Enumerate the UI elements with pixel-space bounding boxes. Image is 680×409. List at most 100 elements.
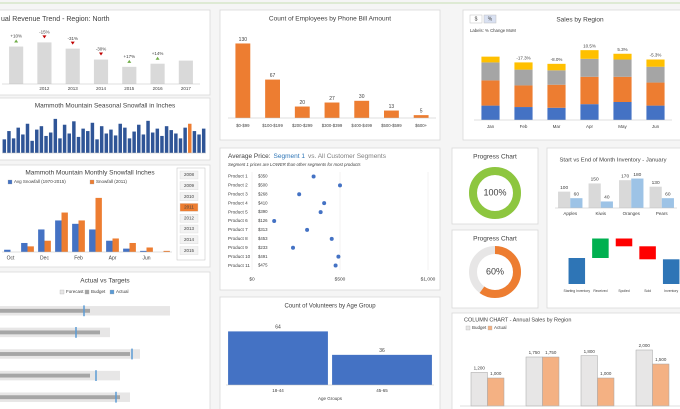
y-tick-label: Product 10	[228, 254, 251, 259]
x-tick-label: 2012	[39, 86, 50, 91]
slicer-label[interactable]: 2014	[184, 237, 195, 242]
bar	[197, 134, 201, 153]
bar	[294, 106, 310, 118]
bar	[137, 124, 141, 153]
bar	[547, 70, 566, 85]
x-tick-label: Sold	[644, 289, 651, 293]
bar	[597, 377, 615, 407]
x-tick-label: Apr	[109, 255, 117, 261]
bar	[580, 50, 599, 59]
budget-bar	[0, 308, 90, 313]
x-tick-label: Mar	[553, 124, 561, 129]
slicer-item[interactable]	[179, 181, 199, 191]
slicer-label[interactable]: 2015	[184, 248, 195, 253]
bar	[646, 66, 665, 83]
bar	[413, 115, 429, 118]
x-tick-label: 2014	[96, 86, 107, 91]
change-arrow	[155, 56, 160, 60]
y-tick-label: Product 6	[228, 218, 248, 223]
control-label[interactable]: $	[475, 16, 478, 22]
legend-swatch	[84, 289, 90, 295]
value-label: 13	[389, 104, 395, 110]
legend-label: Avg Snowfall (1970-2015)	[14, 179, 66, 184]
bar	[481, 105, 500, 120]
slicer-item[interactable]	[179, 203, 199, 212]
chart-title: Mammoth Mountain Seasonal Snowfall in In…	[35, 103, 176, 110]
slicer-label[interactable]: 2011	[184, 205, 194, 210]
top-label: 10.5%	[583, 43, 596, 48]
slicer-item[interactable]	[179, 213, 199, 223]
slicer-item[interactable]	[179, 192, 199, 201]
value-label: 60	[574, 191, 580, 197]
bar	[160, 135, 164, 153]
axis-title: Age Groups	[318, 396, 343, 401]
legend-label: Forecast	[66, 289, 84, 294]
bar	[61, 212, 68, 252]
bar	[600, 201, 613, 208]
value-label: 2,000	[639, 343, 651, 348]
bar	[109, 129, 113, 153]
bar	[649, 186, 662, 208]
slicer-item[interactable]	[179, 170, 199, 180]
change-label: +17%	[123, 54, 135, 59]
bar	[547, 107, 566, 120]
value-label: $453	[258, 236, 268, 241]
panel	[0, 164, 211, 268]
x-tick-label: Spoiled	[618, 289, 629, 293]
slicer-label[interactable]: 2010	[184, 194, 195, 199]
x-tick-label: Oct	[7, 255, 15, 261]
chart-title: Average Price: Segment 1 vs. All Customer …	[228, 153, 387, 160]
slicer-item[interactable]	[179, 235, 199, 245]
bar	[44, 135, 48, 153]
x-tick-label: $200-$299	[292, 123, 313, 128]
value-label: $313	[258, 227, 268, 232]
chart-title: Progress Chart	[473, 154, 517, 161]
x-tick-label: Jun	[142, 255, 150, 261]
price-dot	[305, 227, 310, 232]
control-button[interactable]	[469, 14, 483, 24]
slicer-label[interactable]: 2009	[184, 183, 195, 188]
control-label[interactable]: %	[488, 16, 493, 22]
value-label: 30	[359, 94, 365, 100]
bar	[11, 138, 16, 153]
bar	[2, 139, 7, 153]
bar	[140, 250, 147, 252]
value-label: 1,750	[545, 350, 557, 355]
slicer-label[interactable]: 2008	[184, 172, 195, 177]
bar	[72, 121, 76, 153]
bar	[164, 126, 169, 153]
value-label: 64	[275, 325, 281, 331]
bar	[635, 349, 653, 407]
bar	[78, 220, 85, 252]
slicer-item[interactable]	[179, 246, 199, 255]
control-button[interactable]	[483, 14, 497, 24]
waterfall-bar	[639, 246, 656, 260]
budget-bar	[0, 373, 90, 378]
bar	[146, 120, 150, 153]
bar	[106, 240, 113, 252]
bar	[631, 178, 644, 208]
value-label: $491	[258, 254, 268, 259]
x-tick-label: Kiwis	[595, 211, 606, 216]
chart-note: Labels: % Change MoM	[470, 28, 516, 33]
bar	[332, 354, 432, 385]
value-label: 40	[604, 195, 610, 201]
bar	[228, 331, 328, 385]
bar	[169, 130, 173, 153]
bar	[123, 127, 127, 153]
bar	[55, 220, 62, 252]
chart-title: Progress Chart	[473, 236, 517, 243]
y-tick-label: Product 9	[228, 245, 248, 250]
bar	[514, 62, 533, 70]
x-tick-label: $100-$199	[262, 123, 283, 128]
slicer-item[interactable]	[179, 224, 199, 234]
x-tick-label: $300-$399	[322, 123, 343, 128]
slicer-label[interactable]: 2013	[184, 226, 195, 231]
slicer-label[interactable]: 2012	[184, 215, 195, 220]
bar	[613, 76, 632, 102]
bar	[588, 183, 601, 208]
x-tick-label: $0	[249, 276, 255, 282]
x-tick-label: 2015	[124, 86, 135, 91]
legend-label: Budget	[472, 325, 487, 330]
